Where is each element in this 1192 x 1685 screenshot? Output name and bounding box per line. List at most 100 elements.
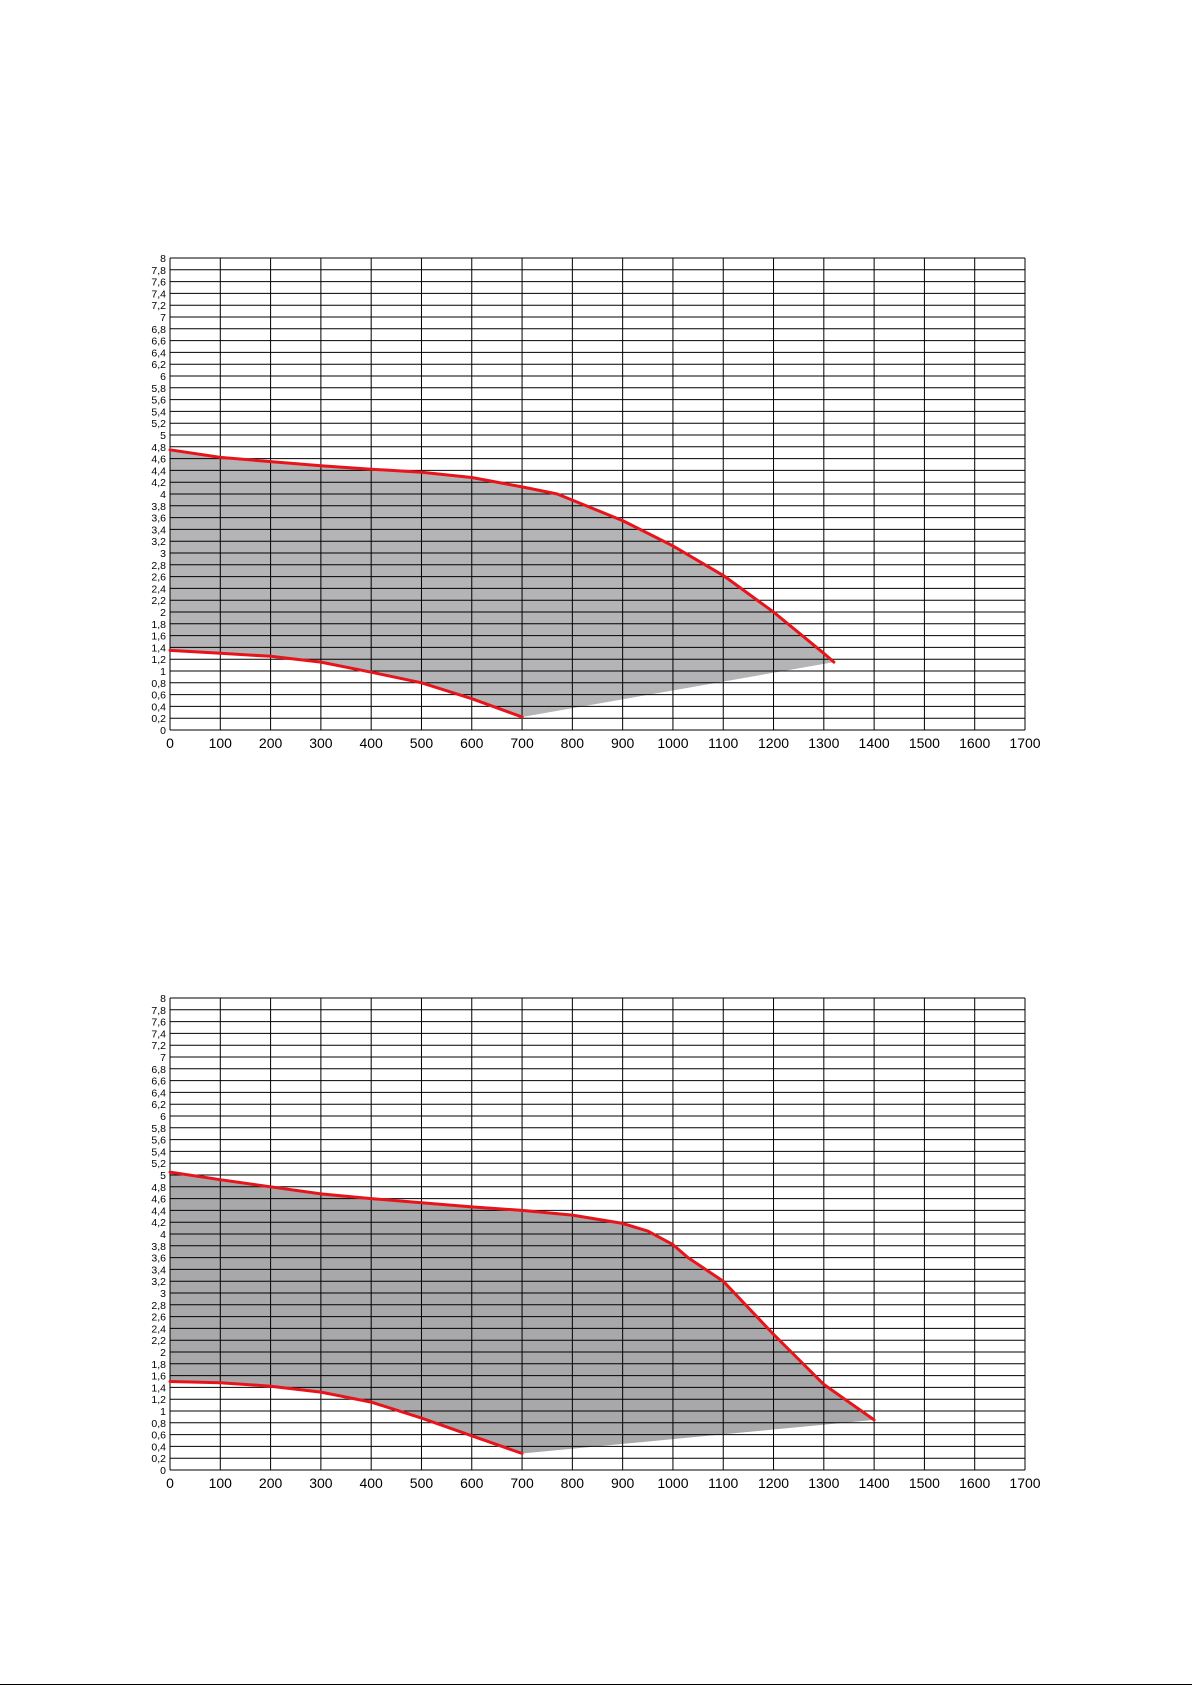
y-tick-label: 4 xyxy=(160,489,166,501)
y-tick-label: 7,2 xyxy=(151,1040,166,1052)
y-tick-label: 4,4 xyxy=(151,465,166,477)
y-tick-label: 6,2 xyxy=(151,1099,166,1111)
max-curve-line xyxy=(168,448,836,664)
y-tick-label: 2 xyxy=(160,607,166,619)
y-tick-label: 6,6 xyxy=(151,336,166,348)
y-tick-label: 4,8 xyxy=(151,1182,166,1194)
x-tick-label: 800 xyxy=(561,735,585,751)
x-tick-label: 0 xyxy=(166,1475,174,1491)
y-tick-label: 6,4 xyxy=(151,1087,166,1099)
y-tick-label: 3,2 xyxy=(151,1276,166,1288)
y-tick-label: 6 xyxy=(160,371,166,383)
x-tick-label: 1100 xyxy=(708,735,738,751)
y-tick-label: 0,4 xyxy=(151,701,166,713)
y-tick-label: 7,6 xyxy=(151,277,166,289)
x-tick-label: 1000 xyxy=(657,735,688,751)
y-tick-label: 1 xyxy=(160,666,166,678)
y-tick-label: 2,6 xyxy=(151,572,166,584)
x-tick-label: 1600 xyxy=(959,1475,990,1491)
y-tick-label: 4,2 xyxy=(151,477,166,489)
y-tick-label: 0,6 xyxy=(151,690,166,702)
y-tick-label: 5 xyxy=(160,430,166,442)
y-tick-label: 6,2 xyxy=(151,359,166,371)
y-tick-label: 0,2 xyxy=(151,1453,166,1465)
x-tick-label: 1700 xyxy=(1009,735,1040,751)
y-tick-label: 6 xyxy=(160,1111,166,1123)
x-tick-label: 1500 xyxy=(909,1475,940,1491)
x-tick-label: 1200 xyxy=(758,1475,789,1491)
y-tick-label: 8 xyxy=(160,993,166,1005)
x-tick-label: 0 xyxy=(166,735,174,751)
y-tick-label: 2,2 xyxy=(151,1335,166,1347)
x-tick-label: 700 xyxy=(510,1475,534,1491)
y-tick-label: 2,4 xyxy=(151,583,166,595)
y-tick-label: 4,4 xyxy=(151,1205,166,1217)
y-tick-label: 2 xyxy=(160,1347,166,1359)
x-tick-label: 200 xyxy=(259,735,283,751)
y-tick-label: 3,6 xyxy=(151,513,166,525)
x-tick-label: 600 xyxy=(460,1475,484,1491)
x-tick-label: 300 xyxy=(309,735,333,751)
y-tick-label: 6,8 xyxy=(151,1064,166,1076)
chart-2: 00,20,40,60,811,21,41,61,822,22,42,62,83… xyxy=(151,993,1040,1491)
x-tick-label: 1300 xyxy=(808,1475,839,1491)
y-tick-label: 5,6 xyxy=(151,1135,166,1147)
min-curve-line xyxy=(168,648,524,719)
y-tick-label: 3 xyxy=(160,1288,166,1300)
y-tick-label: 0,6 xyxy=(151,1430,166,1442)
y-tick-label: 4,6 xyxy=(151,454,166,466)
y-tick-label: 5,6 xyxy=(151,395,166,407)
y-tick-label: 6,4 xyxy=(151,347,166,359)
y-tick-label: 5,8 xyxy=(151,1123,166,1135)
x-tick-label: 600 xyxy=(460,735,484,751)
y-tick-label: 1,8 xyxy=(151,619,166,631)
x-tick-label: 500 xyxy=(410,1475,434,1491)
y-tick-label: 6,6 xyxy=(151,1076,166,1088)
y-tick-label: 0,2 xyxy=(151,713,166,725)
y-tick-label: 2,2 xyxy=(151,595,166,607)
y-tick-label: 0 xyxy=(160,1465,166,1477)
y-tick-label: 3,4 xyxy=(151,1264,166,1276)
x-tick-label: 300 xyxy=(309,1475,333,1491)
operating-range-area xyxy=(170,449,834,717)
x-tick-label: 1500 xyxy=(909,735,940,751)
x-tick-label: 1600 xyxy=(959,735,990,751)
y-tick-label: 1,4 xyxy=(151,642,166,654)
y-tick-label: 7,6 xyxy=(151,1017,166,1029)
y-tick-label: 3,6 xyxy=(151,1253,166,1265)
x-tick-label: 500 xyxy=(410,735,434,751)
y-tick-label: 5,2 xyxy=(151,418,166,430)
y-tick-label: 1,2 xyxy=(151,654,166,666)
y-tick-label: 0,8 xyxy=(151,678,166,690)
y-tick-label: 7,4 xyxy=(151,1028,166,1040)
y-tick-label: 3,8 xyxy=(151,501,166,513)
y-tick-label: 4,2 xyxy=(151,1217,166,1229)
x-tick-label: 100 xyxy=(209,1475,233,1491)
chart-1: 00,20,40,60,811,21,41,61,822,22,42,62,83… xyxy=(151,253,1040,751)
x-tick-label: 900 xyxy=(611,1475,635,1491)
y-tick-label: 3,2 xyxy=(151,536,166,548)
x-tick-label: 1700 xyxy=(1009,1475,1040,1491)
x-tick-label: 1300 xyxy=(808,735,839,751)
y-tick-label: 1,2 xyxy=(151,1394,166,1406)
y-tick-label: 7,8 xyxy=(151,1005,166,1017)
x-tick-label: 100 xyxy=(209,735,233,751)
y-tick-label: 0,8 xyxy=(151,1418,166,1430)
y-tick-label: 1,6 xyxy=(151,1371,166,1383)
y-tick-label: 2,8 xyxy=(151,1300,166,1312)
y-tick-label: 3,8 xyxy=(151,1241,166,1253)
y-tick-label: 2,8 xyxy=(151,560,166,572)
y-tick-label: 7,4 xyxy=(151,288,166,300)
x-tick-label: 800 xyxy=(561,1475,585,1491)
max-curve-line xyxy=(168,1170,876,1422)
y-tick-label: 3 xyxy=(160,548,166,560)
y-tick-label: 5,8 xyxy=(151,383,166,395)
x-tick-label: 400 xyxy=(359,1475,383,1491)
y-tick-label: 8 xyxy=(160,253,166,265)
y-tick-label: 5,4 xyxy=(151,1146,166,1158)
y-tick-label: 3,4 xyxy=(151,524,166,536)
min-curve-line xyxy=(168,1380,524,1455)
y-tick-label: 7,8 xyxy=(151,265,166,277)
y-tick-label: 4 xyxy=(160,1229,166,1241)
x-tick-label: 900 xyxy=(611,735,635,751)
